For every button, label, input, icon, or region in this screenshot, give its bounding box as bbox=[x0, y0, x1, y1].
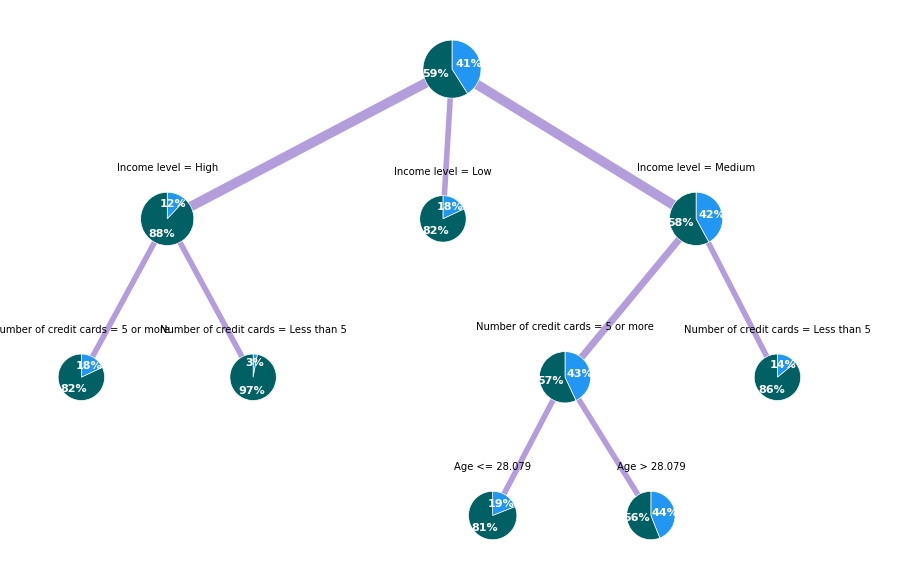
Text: 86%: 86% bbox=[758, 385, 784, 395]
Wedge shape bbox=[419, 196, 466, 242]
Wedge shape bbox=[167, 192, 185, 219]
Text: Income level = High: Income level = High bbox=[116, 163, 218, 173]
Text: Income level = Low: Income level = Low bbox=[394, 167, 491, 177]
Text: Income level = Medium: Income level = Medium bbox=[637, 163, 754, 173]
Text: 81%: 81% bbox=[470, 522, 498, 533]
Text: Number of credit cards = 5 or more: Number of credit cards = 5 or more bbox=[476, 323, 653, 332]
Wedge shape bbox=[442, 196, 463, 219]
Text: 56%: 56% bbox=[623, 513, 649, 523]
Text: 57%: 57% bbox=[536, 376, 563, 386]
Text: 42%: 42% bbox=[697, 210, 724, 220]
Wedge shape bbox=[452, 40, 480, 94]
Wedge shape bbox=[626, 491, 659, 540]
Text: 3%: 3% bbox=[245, 358, 264, 369]
Text: 41%: 41% bbox=[455, 59, 481, 69]
Text: 44%: 44% bbox=[651, 508, 678, 518]
Wedge shape bbox=[539, 351, 575, 403]
Text: 18%: 18% bbox=[76, 361, 102, 370]
Wedge shape bbox=[253, 354, 257, 377]
Text: 19%: 19% bbox=[487, 498, 514, 509]
Wedge shape bbox=[81, 354, 102, 377]
Text: Number of credit cards = 5 or more: Number of credit cards = 5 or more bbox=[0, 325, 170, 335]
Wedge shape bbox=[58, 354, 105, 400]
Wedge shape bbox=[229, 354, 276, 400]
Text: 58%: 58% bbox=[666, 218, 694, 228]
Wedge shape bbox=[468, 491, 517, 540]
Text: 12%: 12% bbox=[160, 199, 186, 209]
Wedge shape bbox=[564, 351, 590, 400]
Text: 59%: 59% bbox=[422, 69, 448, 79]
Text: 43%: 43% bbox=[566, 369, 592, 379]
Text: Number of credit cards = Less than 5: Number of credit cards = Less than 5 bbox=[684, 325, 870, 335]
Wedge shape bbox=[695, 192, 721, 242]
Wedge shape bbox=[669, 192, 708, 245]
Wedge shape bbox=[753, 354, 800, 400]
Text: 97%: 97% bbox=[238, 386, 265, 396]
Text: 82%: 82% bbox=[61, 384, 87, 394]
Text: Number of credit cards = Less than 5: Number of credit cards = Less than 5 bbox=[160, 325, 346, 335]
Text: Age <= 28.079: Age <= 28.079 bbox=[453, 463, 531, 472]
Wedge shape bbox=[141, 192, 193, 245]
Wedge shape bbox=[777, 354, 795, 377]
Text: 82%: 82% bbox=[422, 226, 448, 236]
Wedge shape bbox=[492, 491, 515, 516]
Text: 18%: 18% bbox=[437, 202, 463, 212]
Text: 14%: 14% bbox=[769, 359, 796, 370]
Text: 88%: 88% bbox=[148, 229, 174, 238]
Wedge shape bbox=[650, 491, 675, 538]
Text: Age > 28.079: Age > 28.079 bbox=[616, 463, 684, 472]
Wedge shape bbox=[423, 40, 467, 98]
